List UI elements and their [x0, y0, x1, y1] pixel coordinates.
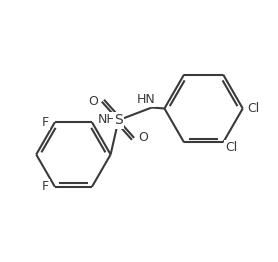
Text: O: O: [88, 95, 98, 108]
Text: F: F: [42, 180, 49, 193]
Text: NH₂: NH₂: [98, 113, 122, 126]
Text: F: F: [42, 116, 49, 129]
Text: Cl: Cl: [248, 102, 260, 115]
Text: S: S: [114, 113, 123, 127]
Text: O: O: [138, 131, 148, 144]
Text: Cl: Cl: [225, 141, 237, 154]
Text: HN: HN: [136, 93, 155, 106]
